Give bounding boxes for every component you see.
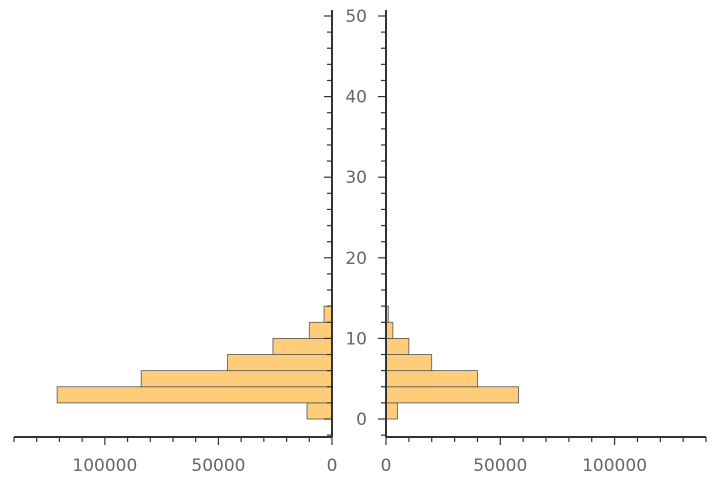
y-tick-label: 10 (345, 329, 367, 349)
left-bar (306, 402, 333, 420)
left-x-tick-label: 100000 (72, 456, 137, 476)
left-bar (56, 386, 333, 404)
y-tick-label: 0 (356, 410, 367, 430)
right-bar (385, 370, 478, 388)
left-bar (140, 370, 333, 388)
left-bar (323, 305, 333, 323)
y-tick-label: 30 (345, 168, 367, 188)
right-bar (385, 321, 394, 339)
y-tick-label: 40 (345, 88, 367, 108)
left-x-tick-label: 0 (327, 456, 338, 476)
left-bar (227, 354, 333, 372)
y-tick-label: 50 (345, 7, 367, 27)
right-x-tick-label: 0 (381, 456, 392, 476)
right-bar (385, 402, 398, 420)
tick-labels: 0 10 20 30 40 50 0 0 50000 50000 100000 100000 (72, 7, 647, 476)
right-bar (385, 354, 433, 372)
right-x-tick-label: 50000 (473, 456, 527, 476)
right-x-tick-label: 100000 (582, 456, 647, 476)
right-bar (385, 337, 410, 355)
right-bar (385, 386, 519, 404)
axes (13, 10, 707, 445)
y-tick-label: 20 (345, 249, 367, 269)
left-histogram-bars (56, 305, 333, 420)
left-bar (272, 337, 333, 355)
left-x-tick-label: 50000 (191, 456, 245, 476)
left-bar (308, 321, 333, 339)
right-histogram-bars (385, 305, 519, 420)
